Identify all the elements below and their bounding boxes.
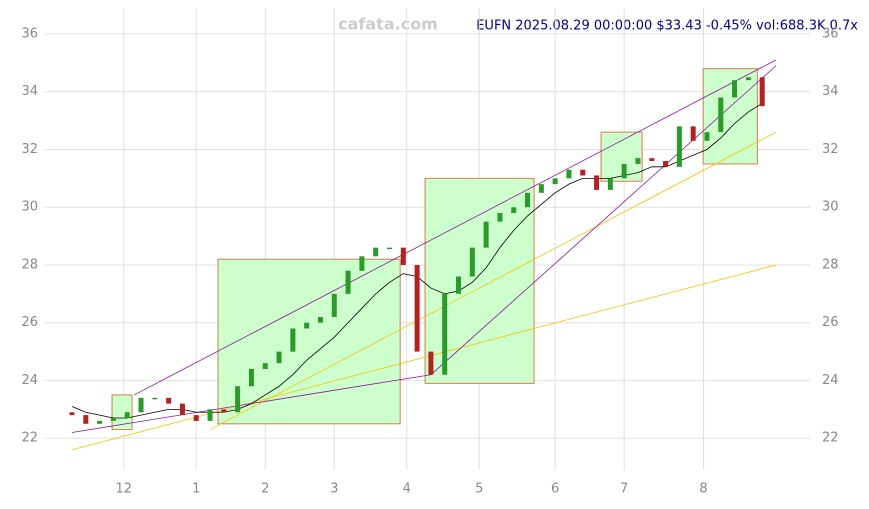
candle-body: [317, 316, 323, 323]
x-tick-label: 4: [403, 482, 411, 497]
candle-body: [538, 184, 544, 193]
candle-body: [386, 247, 392, 250]
candle-body: [594, 175, 600, 190]
candle-body: [276, 351, 282, 364]
candle-body: [690, 126, 696, 141]
trend-line: [71, 264, 777, 451]
candle-body: [124, 412, 130, 419]
y-tick-label: 32: [822, 142, 839, 157]
candle-body: [456, 276, 462, 294]
y-tick-label: 24: [822, 373, 839, 388]
y-tick-label: 34: [21, 84, 38, 99]
candle-body: [745, 77, 751, 81]
candle-body: [110, 418, 116, 421]
x-tick-label: 3: [330, 482, 338, 497]
candle-body: [193, 415, 199, 421]
candle-body: [483, 221, 489, 248]
candle-body: [759, 77, 765, 107]
candle-body: [663, 161, 669, 167]
candle-body: [676, 126, 682, 167]
trend-line: [209, 131, 777, 430]
candle-body: [152, 397, 158, 400]
candle-body: [566, 169, 572, 179]
y-tick-label: 22: [21, 431, 38, 446]
candle-body: [97, 420, 103, 424]
y-tick-label: 32: [21, 142, 38, 157]
range-box: [600, 131, 643, 182]
trend-line: [133, 59, 777, 396]
candle-body: [331, 293, 337, 317]
candle-body: [511, 207, 517, 214]
candle-body: [345, 270, 351, 294]
candle-body: [290, 328, 296, 352]
y-tick-label: 28: [822, 257, 839, 272]
y-tick-label: 30: [21, 200, 38, 215]
candle-body: [179, 403, 185, 416]
candle-body: [138, 397, 144, 413]
candle-body: [359, 256, 365, 271]
candle-body: [469, 247, 475, 277]
candle-body: [304, 322, 310, 329]
candle-body: [621, 163, 627, 179]
candle-body: [649, 158, 655, 162]
candle-body: [552, 178, 558, 185]
y-tick-label: 30: [822, 200, 839, 215]
chart-title: EUFN 2025.08.29 00:00:00 $33.43 -0.45% v…: [476, 19, 858, 34]
watermark: cafata.com: [338, 15, 438, 34]
x-tick-label: 12: [115, 482, 132, 497]
candle-body: [704, 132, 710, 141]
y-tick-label: 22: [822, 431, 839, 446]
y-tick-label: 26: [822, 315, 839, 330]
candle-body: [69, 412, 75, 416]
moving-average: [71, 102, 763, 419]
candle-body: [248, 368, 254, 387]
candle-body: [580, 169, 586, 176]
candle-body: [428, 351, 434, 375]
y-tick-label: 26: [21, 315, 38, 330]
x-tick-label: 5: [475, 482, 483, 497]
x-tick-label: 6: [551, 482, 559, 497]
candle-body: [497, 213, 503, 222]
y-tick-label: 36: [822, 26, 839, 41]
candle-body: [235, 386, 241, 413]
candle-body: [83, 415, 89, 424]
candle-body: [221, 409, 227, 413]
y-tick-label: 34: [822, 84, 839, 99]
y-tick-label: 24: [21, 373, 38, 388]
candle-body: [525, 192, 531, 208]
candle-body: [373, 247, 379, 257]
x-tick-label: 7: [620, 482, 628, 497]
candle-body: [166, 397, 172, 404]
trend-line: [71, 65, 777, 433]
x-tick-label: 1: [192, 482, 200, 497]
candle-body: [442, 293, 448, 375]
range-box: [702, 68, 758, 165]
y-tick-label: 36: [21, 26, 38, 41]
candle-body: [400, 247, 406, 265]
candle-body: [635, 158, 641, 164]
x-tick-label: 8: [699, 482, 707, 497]
candle-body: [718, 97, 724, 133]
candle-body: [607, 178, 613, 190]
x-tick-label: 2: [261, 482, 269, 497]
candle-body: [207, 409, 213, 421]
range-box: [111, 394, 133, 431]
range-box: [217, 258, 401, 425]
candle-body: [732, 80, 738, 98]
candle-body: [262, 363, 268, 369]
y-tick-label: 28: [21, 257, 38, 272]
candle-body: [414, 264, 420, 352]
